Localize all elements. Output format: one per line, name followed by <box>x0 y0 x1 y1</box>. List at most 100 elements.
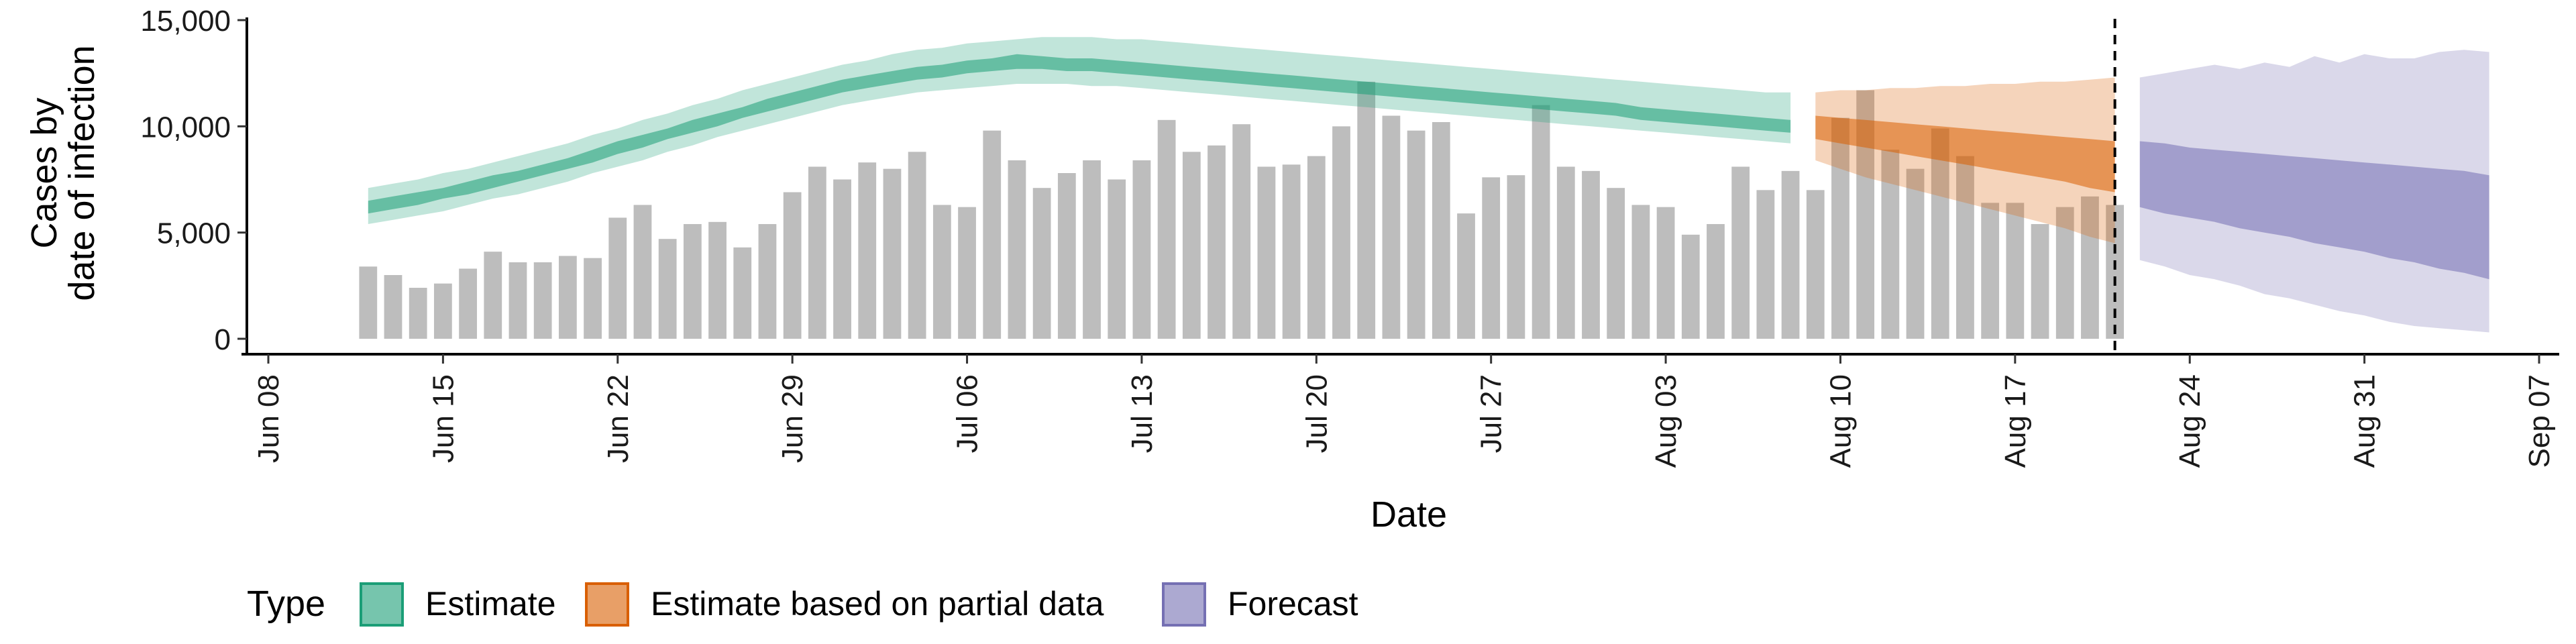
data-bar <box>2081 196 2099 339</box>
data-bar <box>1232 124 1251 339</box>
data-bar <box>508 262 527 339</box>
data-bar <box>1332 126 1350 339</box>
data-bar <box>1607 188 1625 339</box>
x-tick-label: Jun 15 <box>427 374 460 463</box>
data-bar <box>1981 203 2000 339</box>
data-bar <box>1806 190 1825 339</box>
legend-key-forecast <box>1162 582 1206 627</box>
data-bar <box>1307 156 1326 339</box>
data-bar <box>1906 168 1925 339</box>
forecast-central-ribbon <box>2139 141 2489 280</box>
data-bar <box>584 258 602 339</box>
data-bar <box>908 152 926 339</box>
data-bar <box>1931 128 1949 339</box>
data-bar <box>1631 205 1650 339</box>
x-tick-label: Aug 24 <box>2174 374 2206 468</box>
data-bar <box>683 224 702 339</box>
data-bar <box>1108 179 1126 339</box>
data-bar <box>1407 130 1426 339</box>
data-bar <box>433 283 452 339</box>
data-bar <box>533 262 552 339</box>
y-tick-label: 0 <box>215 323 231 356</box>
legend-key-estimate <box>360 582 404 627</box>
data-bar <box>733 247 752 339</box>
legend: Type Estimate Estimate based on partial … <box>247 582 1358 627</box>
data-bar <box>858 162 877 339</box>
data-bar <box>2055 207 2074 339</box>
x-tick-label: Jun 22 <box>602 374 635 463</box>
data-bar <box>1057 173 1076 339</box>
legend-label-estimate: Estimate <box>425 585 556 623</box>
data-bar <box>958 207 976 339</box>
data-bar <box>1357 81 1376 339</box>
legend-key-partial <box>585 582 629 627</box>
data-bar <box>1656 207 1675 339</box>
data-bar <box>1382 115 1401 339</box>
data-bar <box>1008 160 1026 339</box>
partial-central-ribbon <box>1815 115 2115 193</box>
data-bar <box>2006 203 2025 339</box>
x-tick-label: Jul 20 <box>1300 374 1333 453</box>
data-bar <box>1956 156 1974 339</box>
data-bar <box>658 239 677 339</box>
x-tick-label: Aug 17 <box>1999 374 2032 468</box>
data-bar <box>1257 166 1276 339</box>
y-axis-title-line-1: Cases by <box>24 97 64 248</box>
legend-title: Type <box>247 584 325 624</box>
x-tick-label: Jun 08 <box>252 374 285 463</box>
data-bar <box>1556 166 1575 339</box>
data-bar <box>1482 177 1501 339</box>
data-bar <box>1707 224 1725 339</box>
data-bar <box>1157 119 1176 339</box>
data-bar <box>783 192 802 339</box>
data-bar <box>633 205 652 339</box>
data-bar <box>409 288 427 339</box>
data-bar <box>359 266 378 339</box>
data-bar <box>983 130 1002 339</box>
x-tick-label: Aug 03 <box>1650 374 1682 468</box>
data-bar <box>1182 152 1201 339</box>
x-tick-label: Jul 06 <box>951 374 984 453</box>
data-bar <box>484 252 502 339</box>
y-tick-label: 15,000 <box>140 5 231 38</box>
data-bar <box>833 179 851 339</box>
data-bar <box>883 168 902 339</box>
estimate-central-ribbon <box>368 54 1791 214</box>
data-bar <box>1756 190 1775 339</box>
x-axis-title: Date <box>1371 494 1447 535</box>
data-bar <box>708 221 727 339</box>
legend-label-forecast: Forecast <box>1228 585 1358 623</box>
data-bar <box>1831 117 1849 339</box>
data-bar <box>758 224 777 339</box>
data-bar <box>1457 213 1475 339</box>
data-bar <box>1781 170 1800 339</box>
y-axis-title-line-2: date of infection <box>62 45 102 301</box>
y-tick-label: 5,000 <box>157 217 231 250</box>
y-tick-label: 10,000 <box>140 111 231 144</box>
data-bar <box>1208 145 1226 339</box>
data-bar <box>1432 122 1450 339</box>
x-tick-label: Aug 31 <box>2349 374 2381 468</box>
data-bar <box>459 268 477 339</box>
data-bar <box>1083 160 1101 339</box>
x-tick-label: Aug 10 <box>1824 374 1857 468</box>
ribbons-group <box>368 37 2489 333</box>
legend-label-partial: Estimate based on partial data <box>651 585 1104 623</box>
bars-group <box>359 81 2125 339</box>
data-bar <box>384 275 402 339</box>
data-bar <box>1282 164 1301 339</box>
x-tick-label: Jun 29 <box>776 374 809 463</box>
data-bar <box>2031 224 2049 339</box>
data-bar <box>932 205 951 339</box>
data-bar <box>1507 175 1525 339</box>
data-bar <box>1731 166 1750 339</box>
estimate-interval-ribbon <box>368 37 1791 225</box>
data-bar <box>808 166 826 339</box>
x-tick-label: Jul 27 <box>1475 374 1508 453</box>
data-bar <box>1681 234 1700 339</box>
data-bar <box>558 256 577 339</box>
x-tick-label: Jul 13 <box>1126 374 1159 453</box>
data-bar <box>1032 188 1051 339</box>
data-bar <box>1532 105 1550 339</box>
